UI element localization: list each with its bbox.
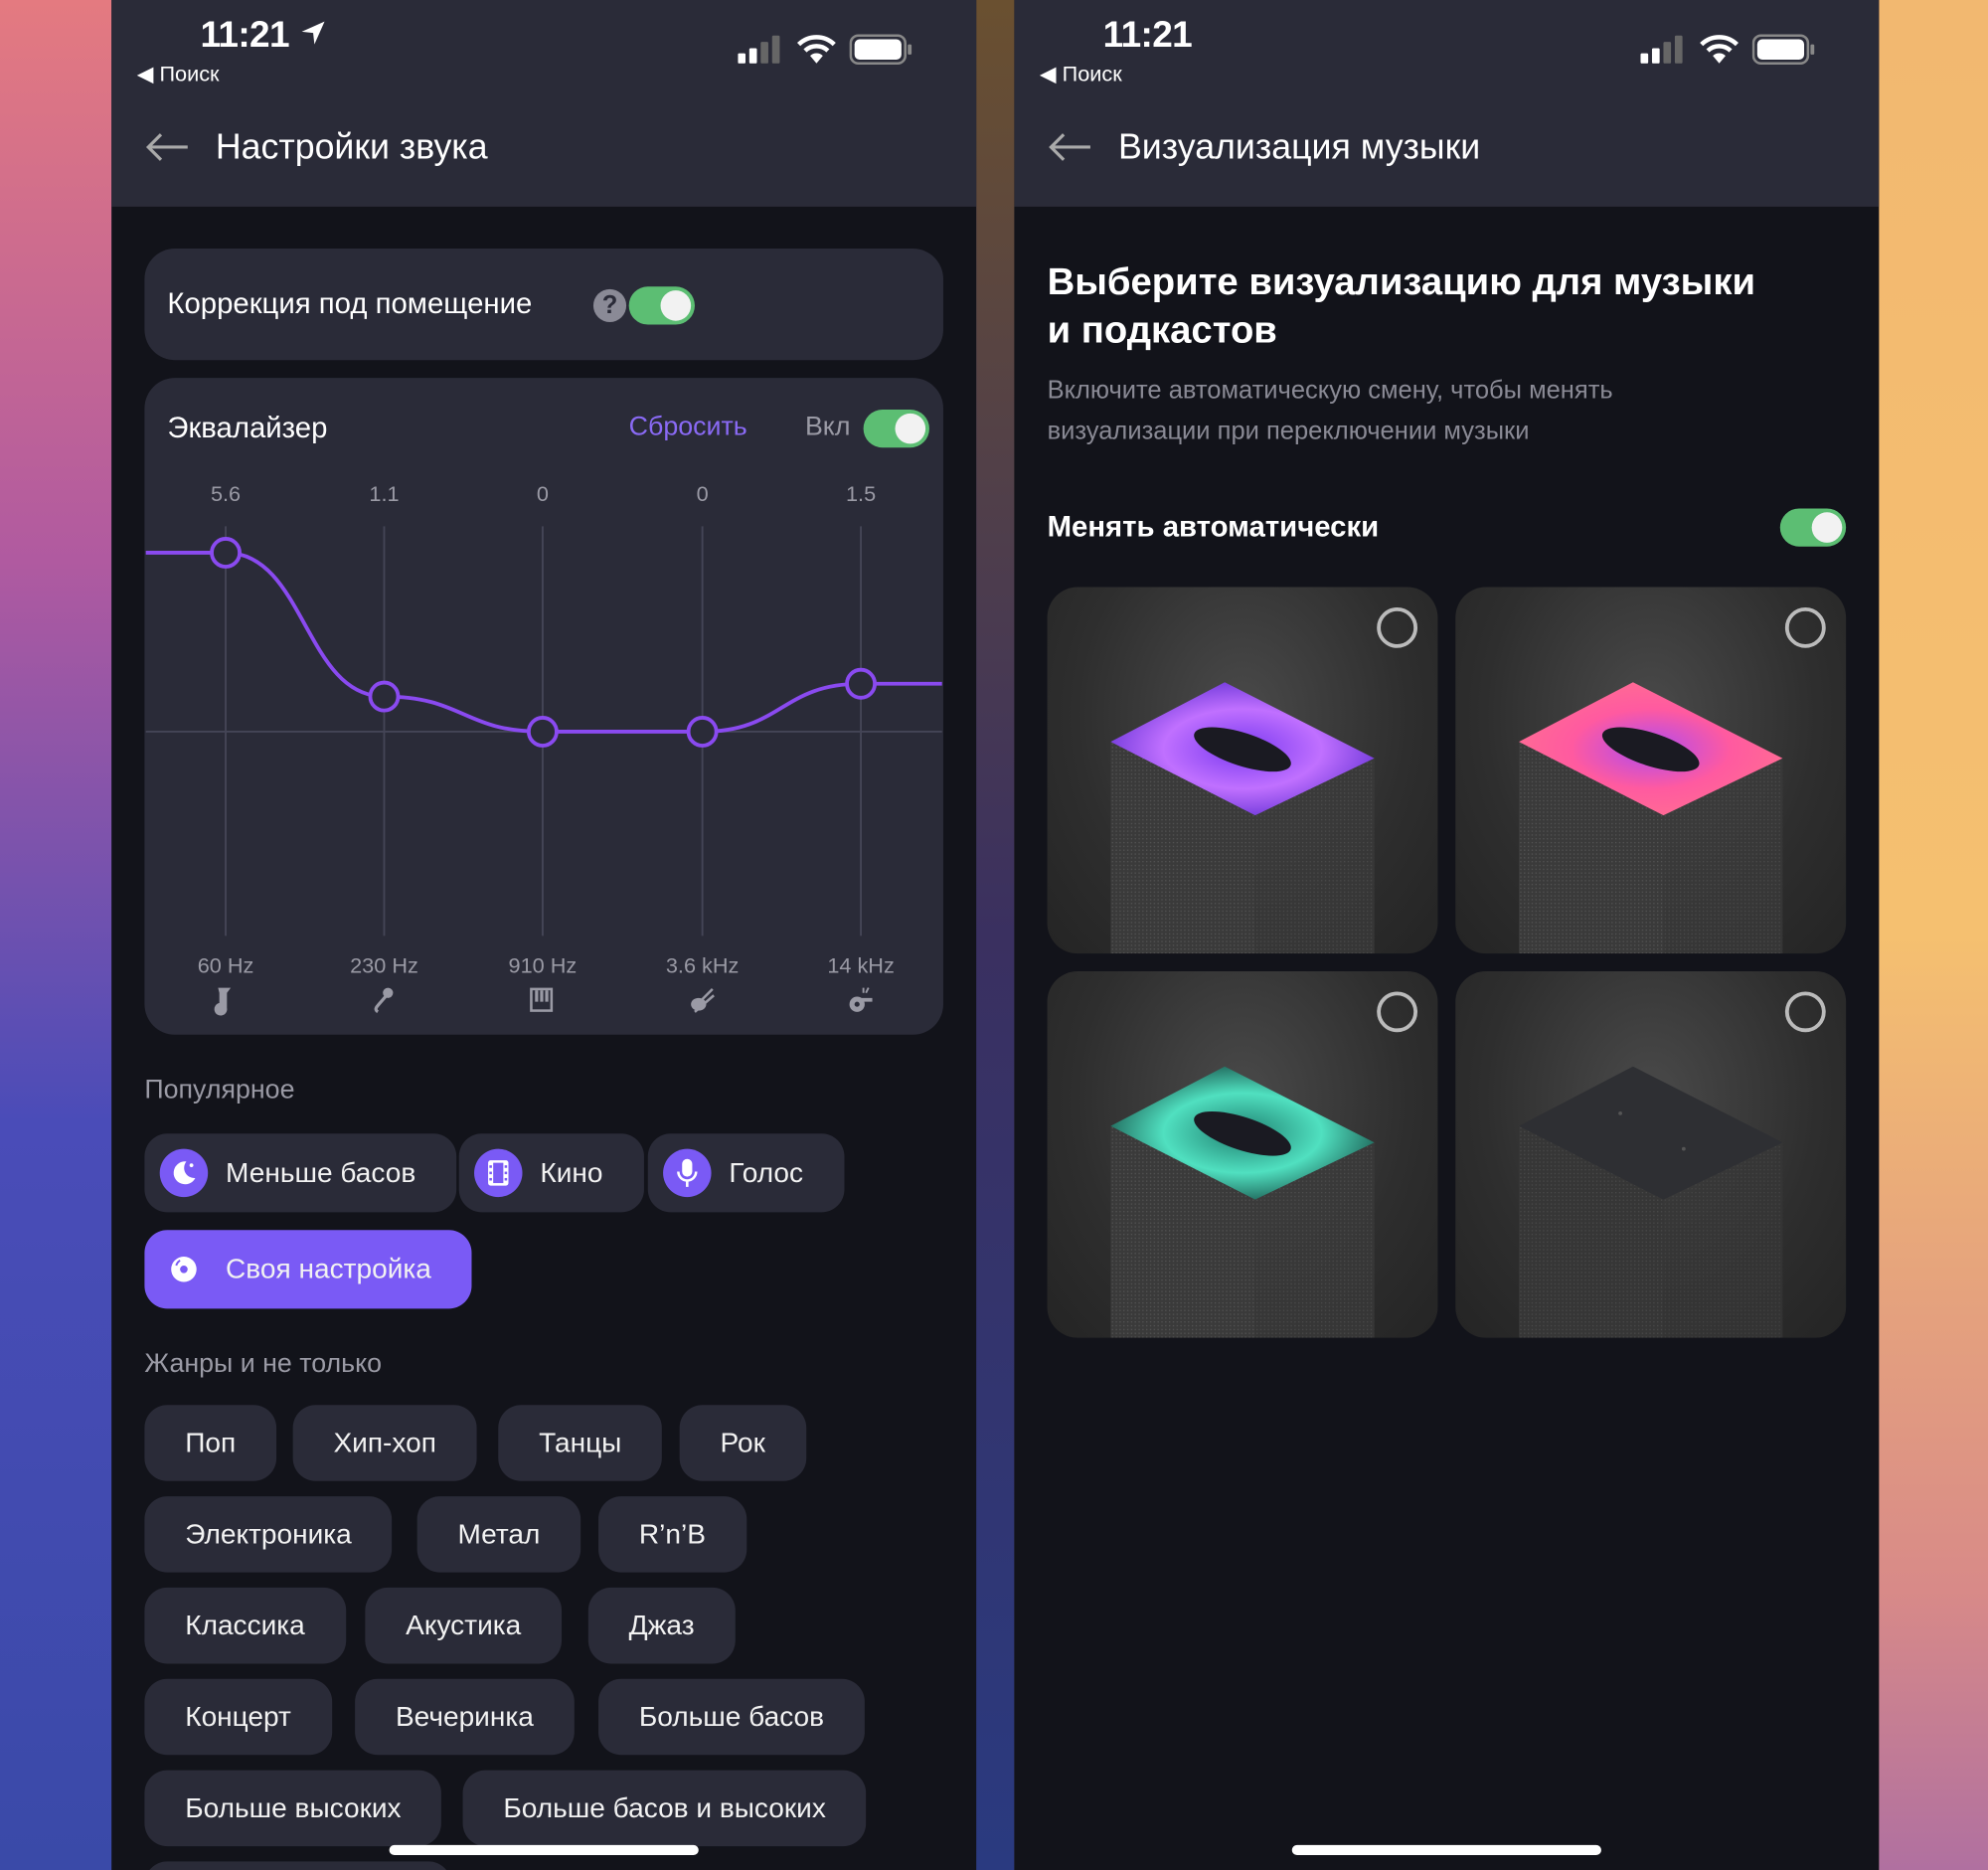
- genre-chip[interactable]: Джаз: [587, 1587, 736, 1664]
- genre-chip[interactable]: Больше басов: [598, 1678, 865, 1756]
- eq-band-handle[interactable]: [845, 667, 878, 700]
- eq-band-handle[interactable]: [686, 716, 719, 748]
- auto-change-label: Менять автоматически: [1047, 509, 1380, 543]
- film-icon: [474, 1148, 523, 1198]
- genre-chip[interactable]: Акустика: [365, 1587, 563, 1664]
- eq-band-handle[interactable]: [210, 537, 242, 569]
- equalizer-card: Эквалайзер Сбросить Вкл: [144, 378, 943, 1035]
- band-frequency-label: 3.6 kHz: [665, 953, 740, 978]
- genre-chip[interactable]: Концерт: [144, 1678, 332, 1756]
- battery-icon: [849, 34, 912, 66]
- visualization-radio[interactable]: [1784, 991, 1826, 1033]
- microphone-icon: [374, 987, 394, 1014]
- band-value-label: 0: [536, 481, 549, 506]
- page-title: Настройки звука: [215, 126, 488, 167]
- genre-chip[interactable]: Рок: [679, 1405, 806, 1481]
- wifi-icon: [797, 35, 836, 64]
- header: 11:21 ◀ Поиск Визуализация музыки: [1014, 0, 1880, 207]
- eq-curve: [145, 551, 942, 734]
- piano-icon: [530, 987, 554, 1012]
- back-arrow-icon[interactable]: [1048, 132, 1093, 163]
- music-visualization-screen: 11:21 ◀ Поиск Визуализация музыки Выбери…: [1014, 0, 1880, 1870]
- home-indicator: [389, 1844, 699, 1856]
- band-value-label: 5.6: [210, 481, 242, 506]
- band-frequency-label: 230 Hz: [350, 953, 418, 978]
- visualization-radio[interactable]: [1377, 991, 1418, 1033]
- visualization-description: Включите автоматическую смену, чтобы мен…: [1047, 376, 1613, 445]
- home-indicator: [1291, 1844, 1601, 1856]
- disc-icon: [160, 1246, 208, 1293]
- preset-less-bass[interactable]: Меньше басов: [144, 1133, 457, 1213]
- genre-chip[interactable]: Танцы: [498, 1405, 663, 1481]
- auto-change-toggle[interactable]: [1779, 508, 1847, 547]
- room-correction-toggle[interactable]: [628, 286, 695, 325]
- genre-chip[interactable]: Классика: [144, 1587, 346, 1664]
- band-value-label: 1.5: [845, 481, 877, 506]
- reset-button[interactable]: Сбросить: [628, 412, 747, 441]
- genres-section-title: Жанры и не только: [144, 1349, 383, 1379]
- genre-chip-partial[interactable]: [144, 1861, 452, 1870]
- microphone-icon: [663, 1148, 712, 1198]
- room-correction-label: Коррекция под помещение: [167, 286, 533, 320]
- location-icon: [301, 21, 325, 45]
- moon-icon: [159, 1148, 209, 1198]
- genre-chip[interactable]: Метал: [416, 1496, 581, 1573]
- visualization-option[interactable]: [1455, 971, 1847, 1338]
- genre-chip[interactable]: Вечеринка: [355, 1678, 575, 1756]
- back-arrow-icon[interactable]: [144, 132, 190, 163]
- visualization-radio[interactable]: [1784, 606, 1826, 648]
- equalizer-toggle[interactable]: [863, 409, 929, 448]
- eq-band-handle[interactable]: [526, 716, 559, 748]
- genre-chip[interactable]: Поп: [144, 1405, 277, 1481]
- band-frequency-label: 60 Hz: [197, 953, 254, 978]
- tuba-icon: [214, 987, 232, 1016]
- battery-icon: [1751, 34, 1815, 66]
- wifi-icon: [1700, 35, 1739, 64]
- status-time: 11:21: [201, 15, 327, 57]
- sound-settings-screen: 11:21 ◀ Поиск Настройки звука Коррекция …: [111, 0, 977, 1870]
- equalizer-title: Эквалайзер: [167, 411, 328, 444]
- speaker-image: [1519, 682, 1783, 954]
- back-to-search[interactable]: ◀ Поиск: [1039, 62, 1122, 86]
- preset-custom[interactable]: Своя настройка: [144, 1230, 472, 1309]
- preset-cinema[interactable]: Кино: [458, 1133, 644, 1213]
- signal-icon: [1640, 35, 1683, 64]
- visualization-option[interactable]: [1047, 587, 1438, 954]
- visualization-radio[interactable]: [1377, 606, 1418, 648]
- genre-chip[interactable]: R’n’B: [598, 1496, 746, 1573]
- page-title: Визуализация музыки: [1117, 126, 1481, 167]
- visualization-option[interactable]: [1455, 587, 1847, 954]
- visualization-heading: Выберите визуализацию для музыки и подкас…: [1047, 260, 1756, 352]
- popular-section-title: Популярное: [144, 1075, 295, 1105]
- band-frequency-label: 14 kHz: [827, 953, 895, 978]
- status-time: 11:21: [1102, 15, 1193, 57]
- preset-voice[interactable]: Голос: [647, 1133, 844, 1213]
- genre-chip[interactable]: Электроника: [144, 1496, 393, 1573]
- band-frequency-label: 910 Hz: [508, 953, 578, 978]
- equalizer-chart[interactable]: [111, 0, 976, 1040]
- signal-icon: [738, 35, 780, 64]
- genre-chip[interactable]: Больше басов и высоких: [462, 1770, 867, 1847]
- whistle-icon: [849, 987, 873, 1012]
- speaker-image: [1519, 1066, 1783, 1338]
- visualization-option[interactable]: [1047, 971, 1438, 1338]
- band-value-label: 1.1: [369, 481, 400, 506]
- genre-chip[interactable]: Хип-хоп: [292, 1405, 477, 1481]
- equalizer-on-label: Вкл: [804, 412, 851, 441]
- help-icon[interactable]: ?: [592, 288, 627, 322]
- speaker-image: [1110, 682, 1375, 954]
- back-to-search[interactable]: ◀ Поиск: [136, 62, 220, 86]
- guitar-icon: [691, 987, 715, 1013]
- header: 11:21 ◀ Поиск Настройки звука: [111, 0, 977, 207]
- genre-chip[interactable]: Больше высоких: [144, 1770, 442, 1847]
- eq-band-handle[interactable]: [368, 680, 401, 713]
- room-correction-card: Коррекция под помещение ?: [144, 248, 943, 361]
- speaker-image: [1110, 1066, 1375, 1338]
- band-value-label: 0: [696, 481, 709, 506]
